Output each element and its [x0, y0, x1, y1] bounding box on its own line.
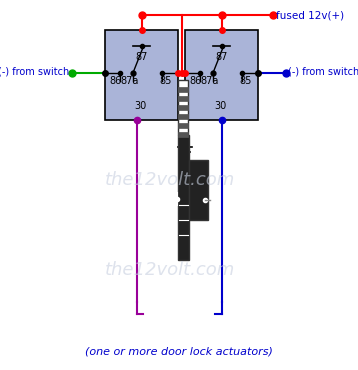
Text: 85: 85 [239, 76, 251, 86]
Bar [178, 132, 188, 137]
Bar [185, 30, 258, 120]
Bar [178, 135, 189, 260]
Text: 30: 30 [134, 101, 146, 111]
Text: 87: 87 [216, 52, 228, 62]
Bar [105, 30, 178, 120]
Text: 86: 86 [189, 76, 202, 86]
Text: the12volt.com: the12volt.com [105, 171, 235, 189]
Bar [178, 114, 188, 119]
Text: (one or more door lock actuators): (one or more door lock actuators) [85, 347, 273, 357]
Text: 85: 85 [159, 76, 171, 86]
Bar [178, 80, 188, 135]
Text: the12volt.com: the12volt.com [105, 261, 235, 279]
Text: 87a: 87a [201, 76, 219, 86]
Text: 87: 87 [135, 52, 148, 62]
Bar [178, 105, 188, 110]
Text: (-) from switch: (-) from switch [0, 66, 69, 76]
Bar [178, 87, 188, 92]
Text: fused 12v(+): fused 12v(+) [276, 10, 344, 20]
Bar [189, 160, 208, 220]
Text: 86: 86 [109, 76, 121, 86]
Text: (-) from switch: (-) from switch [289, 66, 358, 76]
Text: 30: 30 [214, 101, 226, 111]
Bar [178, 96, 188, 101]
Bar [178, 123, 188, 128]
Text: 87a: 87a [121, 76, 139, 86]
